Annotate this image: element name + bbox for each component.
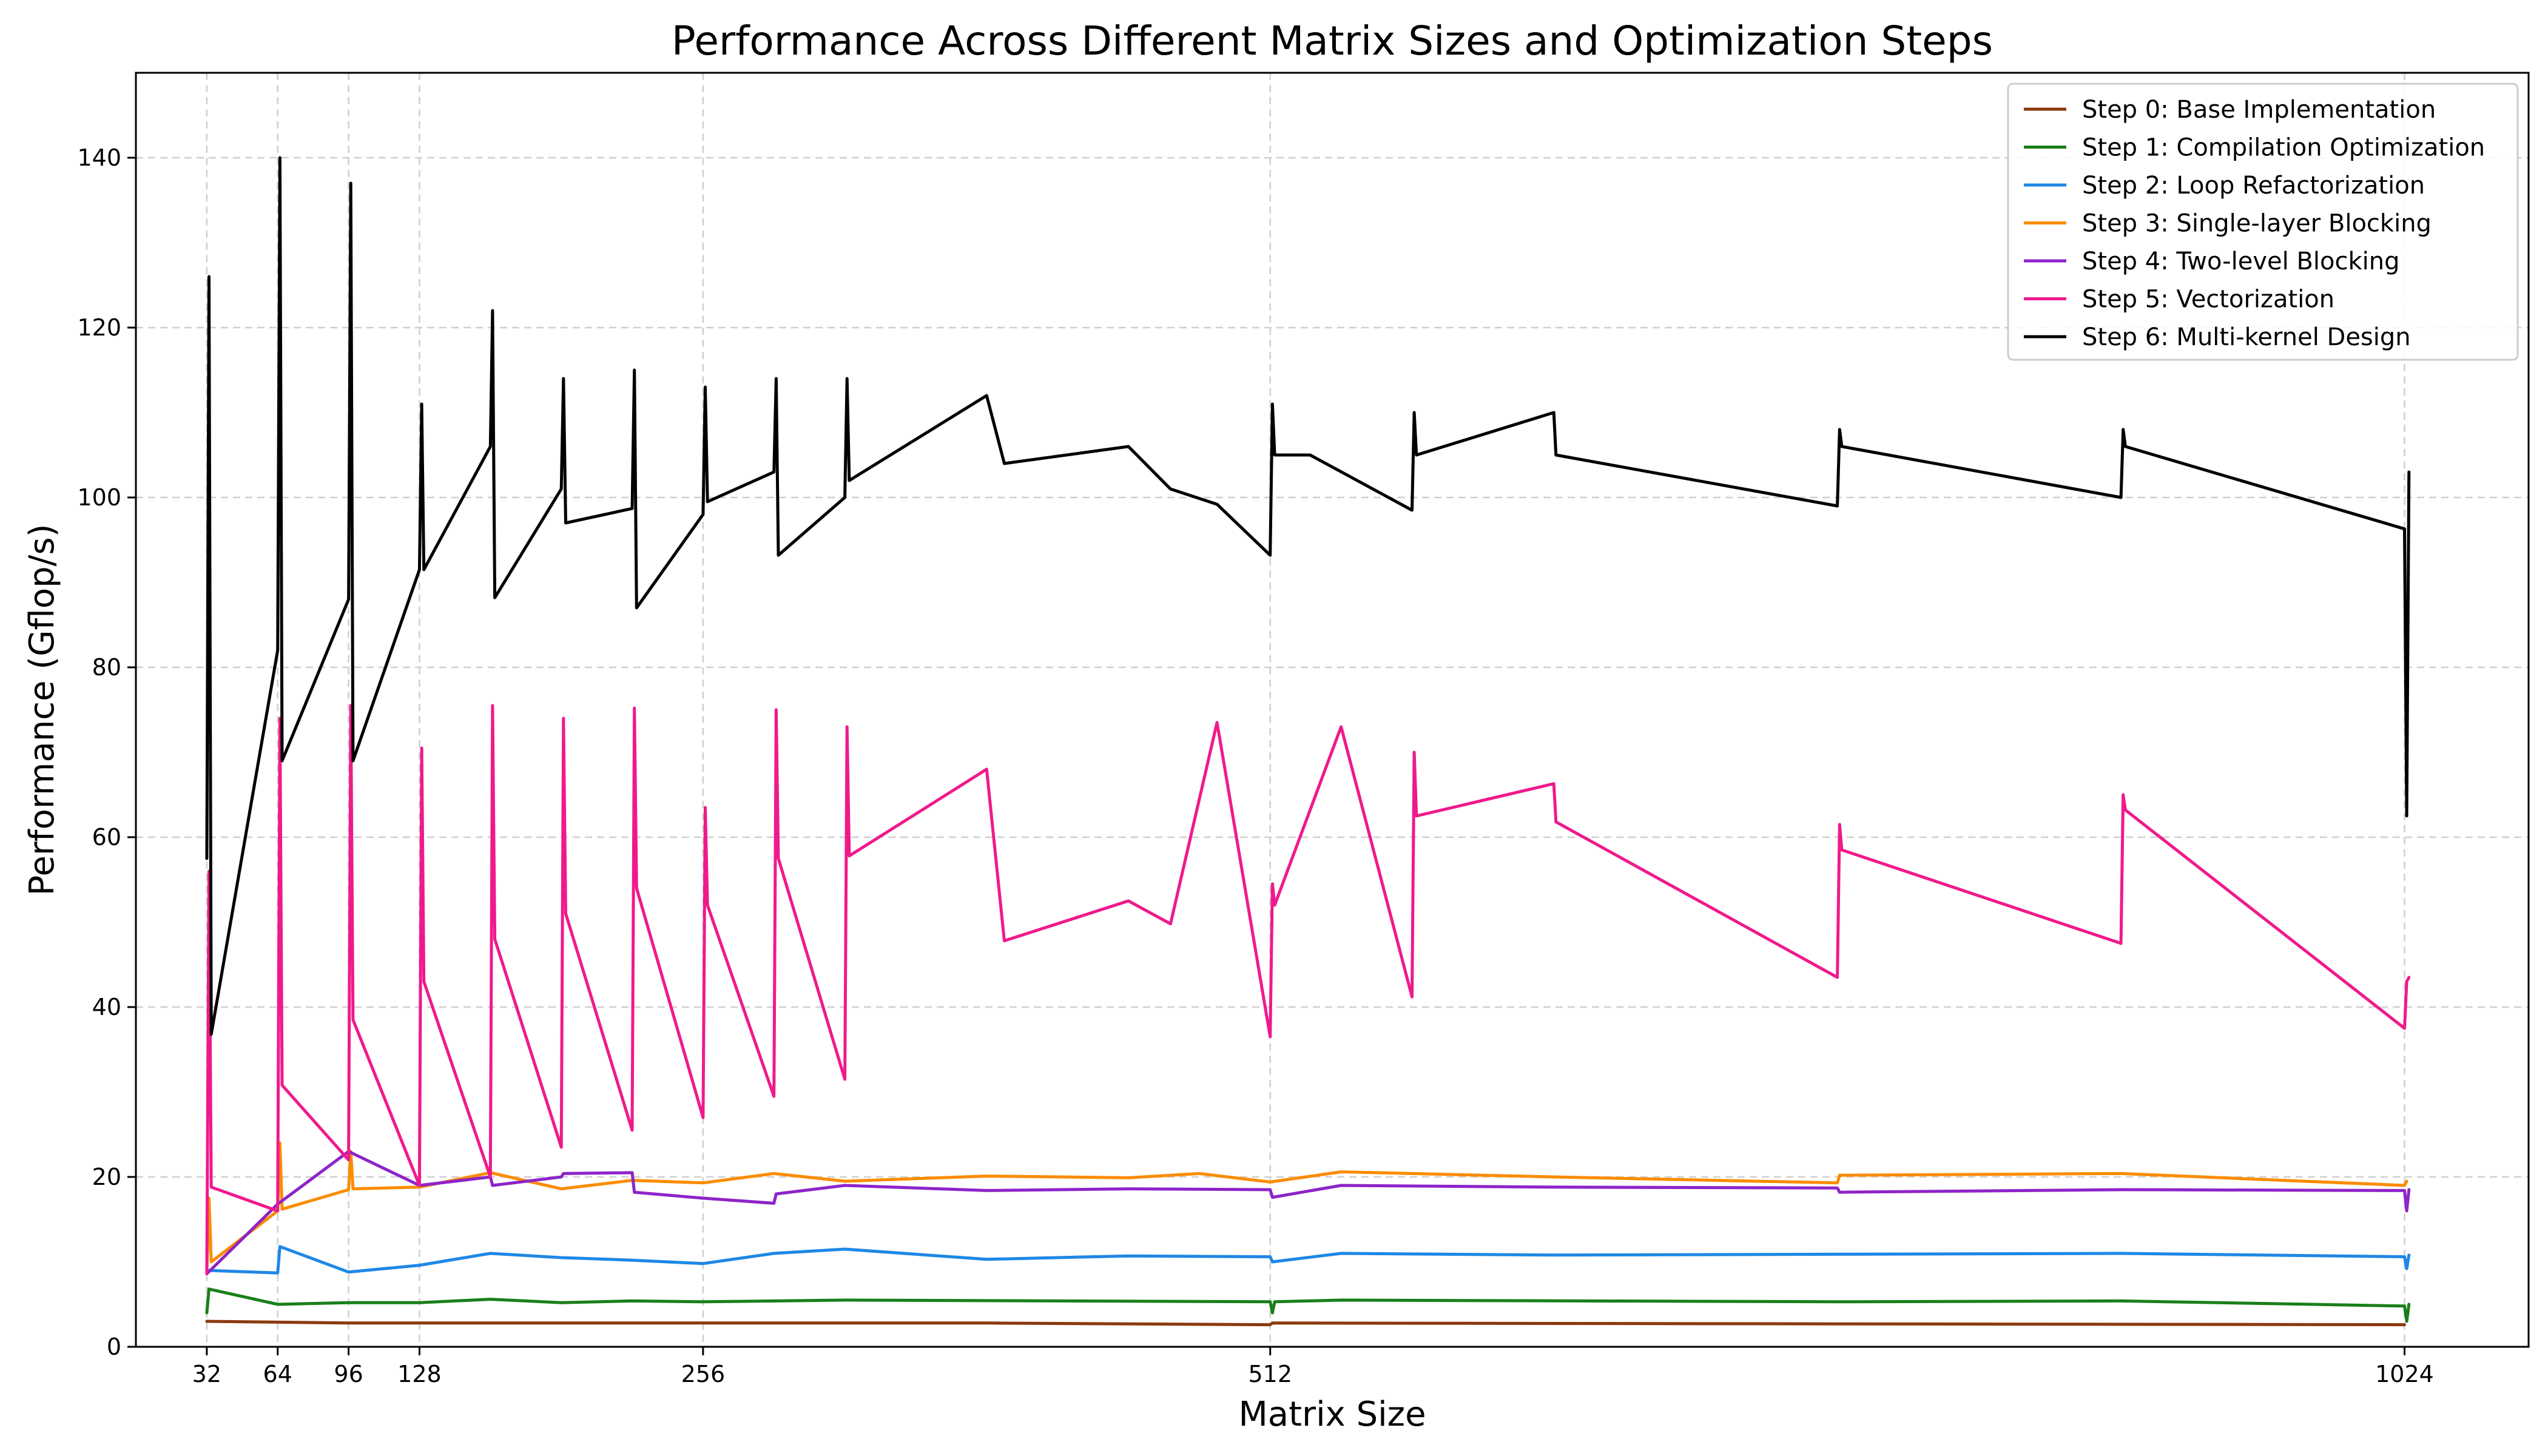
x-tick-label: 64 [263,1361,292,1387]
legend: Step 0: Base Implementation Step 1: Compi… [2007,83,2519,361]
series-line-step-3 [205,1141,2408,1274]
x-tick-label: 32 [192,1361,221,1387]
legend-label-step-4: Step 4: Two-level Blocking [2082,248,2399,275]
y-tick-label: 0 [107,1333,121,1360]
legend-label-step-6: Step 6: Multi-kernel Design [2082,323,2411,351]
y-tick-label: 20 [92,1164,121,1190]
legend-label-step-0: Step 0: Base Implementation [2082,96,2436,124]
legend-items: Step 0: Base Implementation Step 1: Compi… [2024,96,2485,351]
series-lines [205,156,2411,1327]
y-tick-label: 80 [92,654,121,681]
series-line-step-6 [205,156,2411,1036]
y-axis-ticks: 0 20 40 60 80 100 120 140 [77,144,136,1360]
y-tick-label: 100 [77,484,121,511]
x-tick-label: 128 [397,1361,442,1387]
x-tick-label: 512 [1248,1361,1292,1387]
series-line-step-1 [205,1287,2411,1323]
y-tick-label: 120 [77,314,121,341]
series-line-step-0 [205,1320,2406,1327]
series-line-step-5 [205,704,2411,1276]
legend-label-step-3: Step 3: Single-layer Blocking [2082,210,2432,238]
x-tick-label: 96 [334,1361,363,1387]
legend-box [2007,83,2519,361]
x-tick-label: 256 [681,1361,726,1387]
legend-label-step-2: Step 2: Loop Refactorization [2082,172,2425,200]
legend-label-step-5: Step 5: Vectorization [2082,286,2334,314]
chart-title: Performance Across Different Matrix Size… [672,18,1993,64]
series-line-step-2 [205,1245,2411,1275]
y-tick-label: 40 [92,994,121,1020]
y-tick-label: 60 [92,824,121,851]
x-tick-label: 1024 [2375,1361,2434,1387]
y-axis-title: Performance (Gflop/s) [22,524,62,896]
x-axis-title: Matrix Size [1238,1395,1426,1434]
y-tick-label: 140 [77,144,121,171]
grid [136,73,2529,1348]
plot-area-frame [135,72,2530,1348]
x-axis-ticks: 32 64 96 128 256 512 1024 [192,1347,2434,1387]
legend-label-step-1: Step 1: Compilation Optimization [2082,134,2485,162]
